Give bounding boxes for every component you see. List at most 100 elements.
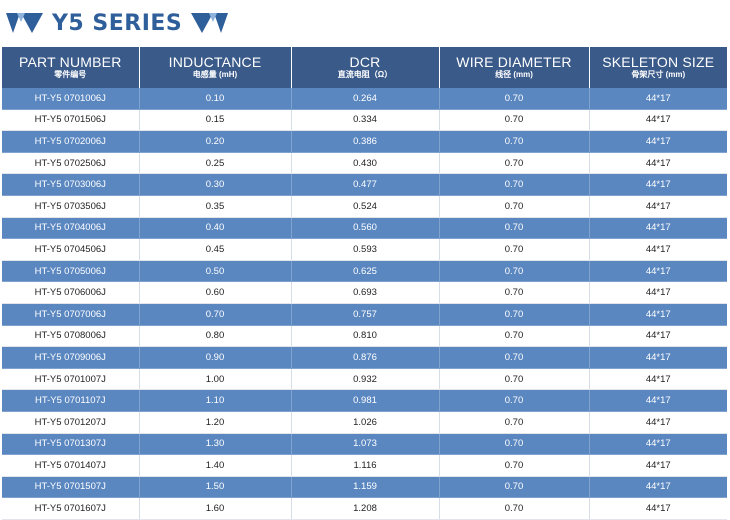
wire-diameter-cell: 0.70 — [439, 152, 590, 175]
skeleton-size-cell: 44*17 — [589, 476, 727, 499]
inductance-cell: 0.40 — [139, 217, 292, 240]
part-number-cell: HT-Y5 0702506J — [2, 152, 140, 175]
part-number-cell: HT-Y5 0707006J — [2, 303, 140, 326]
dcr-cell: 0.876 — [291, 346, 440, 369]
part-number-cell: HT-Y5 0705006J — [2, 260, 140, 283]
skeleton-size-cell: 44*17 — [589, 433, 727, 456]
wire-diameter-cell: 0.70 — [439, 217, 590, 240]
skeleton-size-cell: 44*17 — [589, 411, 727, 434]
wire-diameter-cell: 0.70 — [439, 368, 590, 391]
part-number-cell: HT-Y5 0701006J — [2, 88, 140, 110]
part-number-cell: HT-Y5 0703506J — [2, 195, 140, 218]
table-row: HT-Y5 0701307J 1.30 1.073 0.70 44*17 — [2, 433, 727, 456]
part-number-cell: HT-Y5 0706006J — [2, 281, 140, 304]
skeleton-size-cell: 44*17 — [589, 173, 727, 196]
dcr-cell: 0.477 — [291, 173, 440, 196]
wire-diameter-cell: 0.70 — [439, 195, 590, 218]
header-row: PART NUMBER 零件编号 INDUCTANCE 电感量 (mH) DCR 直流… — [2, 47, 727, 88]
inductance-cell: 0.70 — [139, 303, 292, 326]
table-row: HT-Y5 0701007J 1.00 0.932 0.70 44*17 — [2, 368, 727, 391]
wire-diameter-cell: 0.70 — [439, 389, 590, 412]
skeleton-size-cell: 44*17 — [589, 130, 727, 153]
dcr-cell: 1.159 — [291, 476, 440, 499]
wire-diameter-cell: 0.70 — [439, 303, 590, 326]
spec-table: PART NUMBER 零件编号 INDUCTANCE 电感量 (mH) DCR 直流… — [2, 47, 727, 520]
col-inductance: INDUCTANCE 电感量 (mH) — [139, 47, 292, 88]
col-part-number: PART NUMBER 零件编号 — [2, 47, 140, 88]
wire-diameter-cell: 0.70 — [439, 454, 590, 477]
table-row: HT-Y5 0701407J 1.40 1.116 0.70 44*17 — [2, 454, 727, 477]
wire-diameter-cell: 0.70 — [439, 88, 590, 110]
part-number-cell: HT-Y5 0703006J — [2, 173, 140, 196]
dcr-cell: 0.593 — [291, 238, 440, 261]
skeleton-size-cell: 44*17 — [589, 281, 727, 304]
dcr-cell: 0.625 — [291, 260, 440, 283]
series-title: Y5 SERIES — [52, 10, 183, 36]
dcr-cell: 0.524 — [291, 195, 440, 218]
skeleton-size-cell: 44*17 — [589, 217, 727, 240]
skeleton-size-cell: 44*17 — [589, 346, 727, 369]
table-row: HT-Y5 0701207J 1.20 1.026 0.70 44*17 — [2, 411, 727, 434]
col-dcr: DCR 直流电阻（Ω） — [291, 47, 440, 88]
wire-diameter-cell: 0.70 — [439, 497, 590, 520]
table-row: HT-Y5 0701607J 1.60 1.208 0.70 44*17 — [2, 497, 727, 520]
wire-diameter-cell: 0.70 — [439, 476, 590, 499]
part-number-cell: HT-Y5 0701507J — [2, 476, 140, 499]
dcr-cell: 0.430 — [291, 152, 440, 175]
dcr-cell: 0.810 — [291, 325, 440, 348]
inductance-cell: 0.50 — [139, 260, 292, 283]
inductance-cell: 0.60 — [139, 281, 292, 304]
dcr-cell: 0.757 — [291, 303, 440, 326]
part-number-cell: HT-Y5 0701207J — [2, 411, 140, 434]
wire-diameter-cell: 0.70 — [439, 238, 590, 261]
inductance-cell: 0.30 — [139, 173, 292, 196]
dcr-cell: 0.981 — [291, 389, 440, 412]
wire-diameter-cell: 0.70 — [439, 260, 590, 283]
skeleton-size-cell: 44*17 — [589, 454, 727, 477]
part-number-cell: HT-Y5 0701107J — [2, 389, 140, 412]
inductance-cell: 1.00 — [139, 368, 292, 391]
part-number-cell: HT-Y5 0701307J — [2, 433, 140, 456]
part-number-cell: HT-Y5 0704506J — [2, 238, 140, 261]
table-row: HT-Y5 0701006J 0.10 0.264 0.70 44*17 — [2, 88, 727, 110]
part-number-cell: HT-Y5 0708006J — [2, 325, 140, 348]
part-number-cell: HT-Y5 0701407J — [2, 454, 140, 477]
part-number-cell: HT-Y5 0702006J — [2, 130, 140, 153]
part-number-cell: HT-Y5 0701007J — [2, 368, 140, 391]
skeleton-size-cell: 44*17 — [589, 152, 727, 175]
inductance-cell: 0.90 — [139, 346, 292, 369]
col-skeleton-size: SKELETON SIZE 骨架尺寸 (mm) — [589, 47, 727, 88]
inductance-cell: 0.20 — [139, 130, 292, 153]
skeleton-size-cell: 44*17 — [589, 238, 727, 261]
dcr-cell: 0.386 — [291, 130, 440, 153]
dcr-cell: 1.208 — [291, 497, 440, 520]
dcr-cell: 0.264 — [291, 88, 440, 110]
inductance-cell: 0.80 — [139, 325, 292, 348]
table-row: HT-Y5 0701506J 0.15 0.334 0.70 44*17 — [2, 109, 727, 132]
part-number-cell: HT-Y5 0709006J — [2, 346, 140, 369]
table-row: HT-Y5 0707006J 0.70 0.757 0.70 44*17 — [2, 303, 727, 326]
dcr-cell: 0.560 — [291, 217, 440, 240]
inductance-cell: 1.10 — [139, 389, 292, 412]
dcr-cell: 1.116 — [291, 454, 440, 477]
part-number-cell: HT-Y5 0704006J — [2, 217, 140, 240]
skeleton-size-cell: 44*17 — [589, 325, 727, 348]
dcr-cell: 0.334 — [291, 109, 440, 132]
part-number-cell: HT-Y5 0701506J — [2, 109, 140, 132]
double-triangle-left-icon — [6, 13, 43, 33]
wire-diameter-cell: 0.70 — [439, 173, 590, 196]
wire-diameter-cell: 0.70 — [439, 109, 590, 132]
table-row: HT-Y5 0704506J 0.45 0.593 0.70 44*17 — [2, 238, 727, 261]
inductance-cell: 0.25 — [139, 152, 292, 175]
inductance-cell: 0.45 — [139, 238, 292, 261]
dcr-cell: 0.693 — [291, 281, 440, 304]
table-row: HT-Y5 0702006J 0.20 0.386 0.70 44*17 — [2, 130, 727, 153]
wire-diameter-cell: 0.70 — [439, 281, 590, 304]
skeleton-size-cell: 44*17 — [589, 497, 727, 520]
dcr-cell: 0.932 — [291, 368, 440, 391]
dcr-cell: 1.026 — [291, 411, 440, 434]
skeleton-size-cell: 44*17 — [589, 109, 727, 132]
inductance-cell: 1.60 — [139, 497, 292, 520]
skeleton-size-cell: 44*17 — [589, 260, 727, 283]
table-row: HT-Y5 0706006J 0.60 0.693 0.70 44*17 — [2, 281, 727, 304]
